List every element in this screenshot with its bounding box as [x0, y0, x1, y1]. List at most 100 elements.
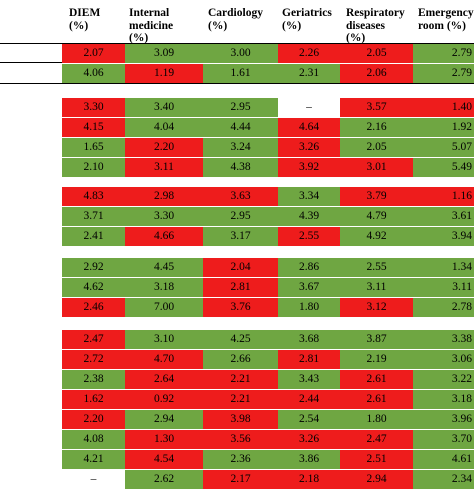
- cell-value: 3.22: [451, 373, 472, 385]
- table-cell: 3.86: [278, 450, 340, 469]
- cell-value: 2.21: [230, 373, 251, 385]
- table-cell: 3.09: [125, 44, 203, 63]
- cell-value: –: [306, 101, 312, 113]
- table-cell: 3.67: [278, 278, 340, 297]
- cell-value: 4.79: [366, 210, 387, 222]
- table-cell: 2.46: [62, 298, 125, 317]
- table-cell: 2.04: [203, 258, 278, 277]
- column-header-line: Geriatrics: [282, 7, 332, 19]
- table-cell: 3.76: [203, 298, 278, 317]
- table-cell: 3.43: [278, 370, 340, 389]
- table-cell: 1.61: [203, 64, 278, 83]
- cell-value: 2.79: [451, 67, 472, 79]
- table-cell: 3.06: [413, 350, 474, 369]
- cell-value: 4.06: [83, 67, 104, 79]
- cell-value: 4.15: [83, 121, 104, 133]
- cell-value: 3.01: [366, 161, 387, 173]
- table-cell: 2.20: [62, 410, 125, 429]
- column-header-line: diseases: [346, 19, 385, 32]
- table-cell: 2.98: [125, 187, 203, 206]
- cell-value: 3.79: [366, 190, 387, 202]
- cell-value: 2.44: [298, 393, 320, 405]
- table-cell: 3.70: [413, 430, 474, 449]
- cell-value: 4.25: [230, 333, 251, 345]
- table-cell: 1.30: [125, 430, 203, 449]
- cell-value: 1.62: [83, 393, 104, 405]
- table-cell: 1.80: [278, 298, 340, 317]
- table-cell: 2.54: [278, 410, 340, 429]
- table-cell: 4.54: [125, 450, 203, 469]
- column-header: Internal medicine (%): [129, 7, 173, 45]
- cell-value: 4.54: [153, 453, 175, 465]
- table-cell: 2.19: [340, 350, 413, 369]
- table-cell: 4.61: [413, 450, 474, 469]
- cell-value: 2.18: [298, 473, 320, 485]
- column-header-line: Respiratory: [346, 7, 405, 19]
- cell-value: 1.40: [451, 101, 472, 113]
- table-cell: 3.11: [413, 278, 474, 297]
- column-header-line: (%): [346, 32, 366, 44]
- cell-value: 3.56: [230, 433, 251, 445]
- cell-value: 2.20: [153, 141, 175, 153]
- cell-value: 3.98: [230, 413, 251, 425]
- table-cell: 4.83: [62, 187, 125, 206]
- cell-value: 3.34: [298, 190, 320, 202]
- cell-value: 4.44: [230, 121, 251, 133]
- table-cell: 2.44: [278, 390, 340, 409]
- table-cell: 2.34: [413, 470, 474, 489]
- cell-value: 4.45: [153, 261, 175, 273]
- cell-value: 3.06: [451, 353, 472, 365]
- cell-value: 2.26: [298, 47, 320, 59]
- cell-value: 3.67: [298, 281, 320, 293]
- cell-value: 3.92: [298, 161, 320, 173]
- table-cell: 2.95: [203, 98, 278, 117]
- cell-value: 2.46: [83, 301, 104, 313]
- results-table: DIEM (%) Internal medicine (%) Cardiology (%) G…: [0, 7, 474, 489]
- column-header-line: (%): [129, 32, 149, 44]
- cell-value: 2.78: [451, 301, 472, 313]
- cell-value: 3.96: [451, 413, 472, 425]
- cell-value: 2.64: [153, 373, 175, 385]
- table-cell: 4.25: [203, 330, 278, 349]
- cell-value: 3.63: [230, 190, 251, 202]
- column-header: Cardiology (%): [208, 7, 263, 32]
- cell-value: 3.26: [298, 433, 320, 445]
- cell-value: 2.95: [230, 210, 251, 222]
- table-cell: 2.21: [203, 390, 278, 409]
- cell-value: 2.04: [230, 261, 251, 273]
- table-cell: 2.94: [340, 470, 413, 489]
- table-cell: 1.80: [340, 410, 413, 429]
- table-cell: 3.17: [203, 227, 278, 246]
- table-cell: 3.61: [413, 207, 474, 226]
- cell-value: 3.24: [230, 141, 251, 153]
- table-cell: 2.36: [203, 450, 278, 469]
- cell-value: 3.87: [366, 333, 387, 345]
- table-cell: 1.65: [62, 138, 125, 157]
- cell-value: 4.66: [153, 230, 175, 242]
- cell-value: 2.55: [366, 261, 387, 273]
- table-cell: 3.01: [340, 158, 413, 177]
- table-cell: 5.07: [413, 138, 474, 157]
- cell-value: 4.38: [230, 161, 251, 173]
- table-cell: 3.68: [278, 330, 340, 349]
- table-cell: 2.47: [340, 430, 413, 449]
- cell-value: 2.51: [366, 453, 387, 465]
- cell-value: 2.21: [230, 393, 251, 405]
- table-rule: [0, 43, 474, 44]
- table-cell: 2.55: [278, 227, 340, 246]
- cell-value: 2.16: [366, 121, 387, 133]
- cell-value: 1.34: [451, 261, 472, 273]
- column-header: Respiratory diseases (%): [346, 7, 405, 45]
- table-cell: 4.44: [203, 118, 278, 137]
- table-cell: 2.21: [203, 370, 278, 389]
- table-cell: –: [62, 470, 125, 489]
- table-cell: 3.96: [413, 410, 474, 429]
- table-cell: 3.26: [278, 430, 340, 449]
- cell-value: 3.61: [451, 210, 472, 222]
- table-cell: 2.05: [340, 138, 413, 157]
- table-cell: 2.26: [278, 44, 340, 63]
- table-cell: 3.12: [340, 298, 413, 317]
- cell-value: 3.40: [153, 101, 175, 113]
- cell-value: 4.61: [451, 453, 472, 465]
- table-cell: 3.11: [340, 278, 413, 297]
